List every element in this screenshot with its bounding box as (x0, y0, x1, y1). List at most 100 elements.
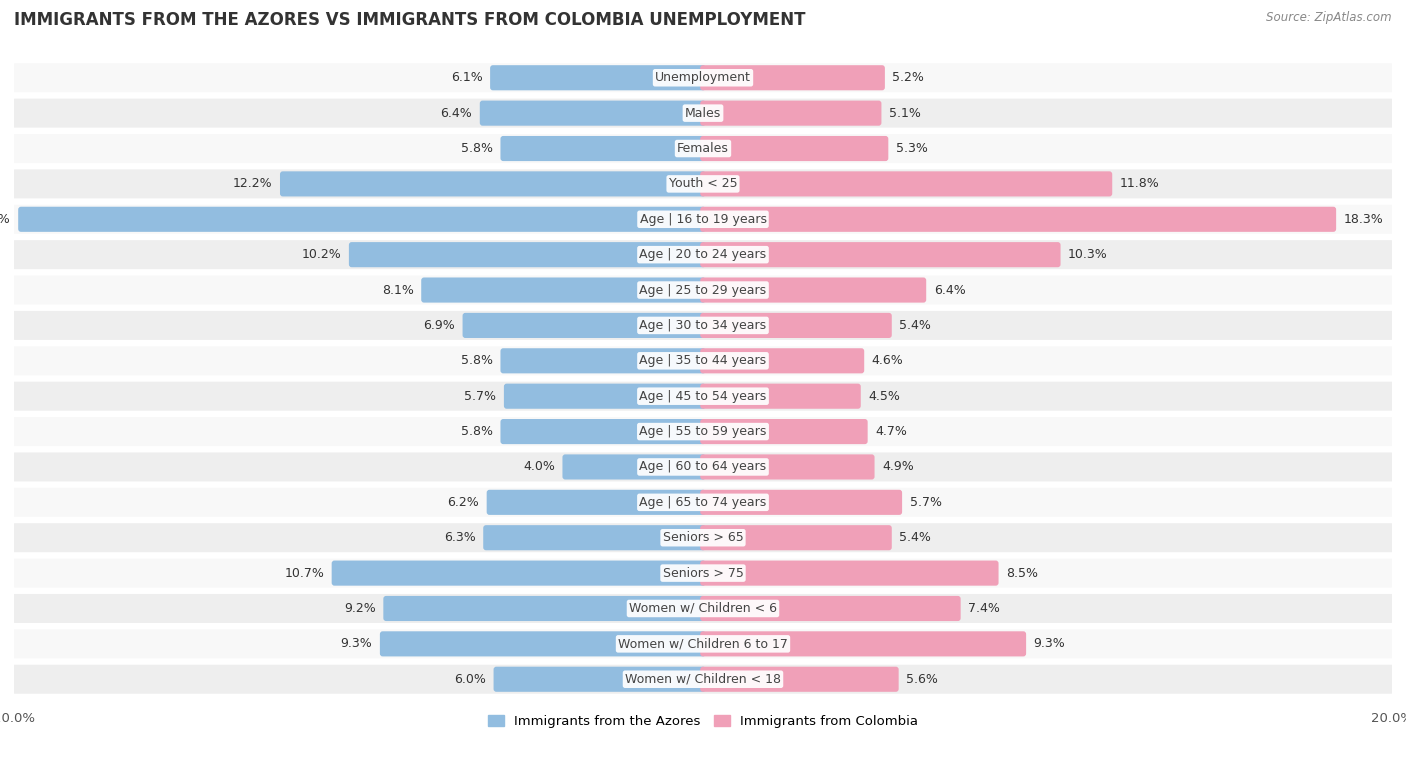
FancyBboxPatch shape (700, 384, 860, 409)
Text: 4.9%: 4.9% (882, 460, 914, 473)
Text: Seniors > 65: Seniors > 65 (662, 531, 744, 544)
Text: 6.9%: 6.9% (423, 319, 456, 332)
FancyBboxPatch shape (700, 313, 891, 338)
FancyBboxPatch shape (14, 134, 1392, 163)
Text: Age | 55 to 59 years: Age | 55 to 59 years (640, 425, 766, 438)
FancyBboxPatch shape (486, 490, 706, 515)
FancyBboxPatch shape (14, 488, 1392, 517)
FancyBboxPatch shape (700, 348, 865, 373)
Text: 10.2%: 10.2% (301, 248, 342, 261)
FancyBboxPatch shape (14, 64, 1392, 92)
Text: 8.5%: 8.5% (1007, 566, 1038, 580)
Text: Seniors > 75: Seniors > 75 (662, 566, 744, 580)
Text: Women w/ Children < 6: Women w/ Children < 6 (628, 602, 778, 615)
FancyBboxPatch shape (384, 596, 706, 621)
FancyBboxPatch shape (501, 136, 706, 161)
Text: Women w/ Children < 18: Women w/ Children < 18 (626, 673, 780, 686)
Text: Age | 30 to 34 years: Age | 30 to 34 years (640, 319, 766, 332)
FancyBboxPatch shape (700, 560, 998, 586)
FancyBboxPatch shape (14, 346, 1392, 375)
Text: 4.6%: 4.6% (872, 354, 904, 367)
Text: Youth < 25: Youth < 25 (669, 177, 737, 191)
FancyBboxPatch shape (14, 629, 1392, 659)
Text: 6.0%: 6.0% (454, 673, 486, 686)
FancyBboxPatch shape (700, 596, 960, 621)
Text: 5.7%: 5.7% (464, 390, 496, 403)
Text: Age | 35 to 44 years: Age | 35 to 44 years (640, 354, 766, 367)
FancyBboxPatch shape (349, 242, 706, 267)
Text: 5.8%: 5.8% (461, 425, 494, 438)
Text: 6.4%: 6.4% (440, 107, 472, 120)
FancyBboxPatch shape (14, 665, 1392, 693)
Legend: Immigrants from the Azores, Immigrants from Colombia: Immigrants from the Azores, Immigrants f… (482, 709, 924, 734)
FancyBboxPatch shape (332, 560, 706, 586)
Text: 8.1%: 8.1% (382, 284, 413, 297)
FancyBboxPatch shape (491, 65, 706, 90)
FancyBboxPatch shape (503, 384, 706, 409)
Text: 11.8%: 11.8% (1119, 177, 1160, 191)
FancyBboxPatch shape (501, 348, 706, 373)
FancyBboxPatch shape (700, 65, 884, 90)
Text: 12.2%: 12.2% (233, 177, 273, 191)
Text: 5.4%: 5.4% (900, 531, 931, 544)
FancyBboxPatch shape (494, 667, 706, 692)
FancyBboxPatch shape (700, 490, 903, 515)
Text: Age | 60 to 64 years: Age | 60 to 64 years (640, 460, 766, 473)
FancyBboxPatch shape (18, 207, 706, 232)
Text: 6.3%: 6.3% (444, 531, 475, 544)
FancyBboxPatch shape (700, 667, 898, 692)
FancyBboxPatch shape (14, 523, 1392, 552)
Text: 5.2%: 5.2% (893, 71, 924, 84)
FancyBboxPatch shape (700, 454, 875, 479)
Text: 4.0%: 4.0% (523, 460, 555, 473)
FancyBboxPatch shape (14, 240, 1392, 269)
FancyBboxPatch shape (14, 559, 1392, 587)
FancyBboxPatch shape (380, 631, 706, 656)
Text: 9.2%: 9.2% (344, 602, 375, 615)
Text: IMMIGRANTS FROM THE AZORES VS IMMIGRANTS FROM COLOMBIA UNEMPLOYMENT: IMMIGRANTS FROM THE AZORES VS IMMIGRANTS… (14, 11, 806, 30)
Text: Age | 65 to 74 years: Age | 65 to 74 years (640, 496, 766, 509)
Text: 4.5%: 4.5% (869, 390, 900, 403)
FancyBboxPatch shape (14, 205, 1392, 234)
FancyBboxPatch shape (14, 594, 1392, 623)
Text: 6.1%: 6.1% (451, 71, 482, 84)
Text: 9.3%: 9.3% (1033, 637, 1066, 650)
FancyBboxPatch shape (700, 419, 868, 444)
FancyBboxPatch shape (422, 278, 706, 303)
Text: Age | 45 to 54 years: Age | 45 to 54 years (640, 390, 766, 403)
FancyBboxPatch shape (14, 98, 1392, 128)
FancyBboxPatch shape (14, 382, 1392, 411)
FancyBboxPatch shape (14, 311, 1392, 340)
Text: Males: Males (685, 107, 721, 120)
Text: Females: Females (678, 142, 728, 155)
FancyBboxPatch shape (700, 631, 1026, 656)
Text: 6.2%: 6.2% (447, 496, 479, 509)
FancyBboxPatch shape (14, 417, 1392, 446)
FancyBboxPatch shape (700, 242, 1060, 267)
Text: 19.8%: 19.8% (0, 213, 11, 226)
Text: 5.1%: 5.1% (889, 107, 921, 120)
Text: 10.7%: 10.7% (284, 566, 323, 580)
Text: 9.3%: 9.3% (340, 637, 373, 650)
Text: 5.4%: 5.4% (900, 319, 931, 332)
Text: 5.6%: 5.6% (907, 673, 938, 686)
Text: Age | 25 to 29 years: Age | 25 to 29 years (640, 284, 766, 297)
FancyBboxPatch shape (280, 171, 706, 197)
Text: 10.3%: 10.3% (1069, 248, 1108, 261)
FancyBboxPatch shape (700, 525, 891, 550)
Text: Women w/ Children 6 to 17: Women w/ Children 6 to 17 (619, 637, 787, 650)
Text: 7.4%: 7.4% (969, 602, 1000, 615)
Text: Age | 20 to 24 years: Age | 20 to 24 years (640, 248, 766, 261)
Text: Source: ZipAtlas.com: Source: ZipAtlas.com (1267, 11, 1392, 24)
FancyBboxPatch shape (700, 136, 889, 161)
FancyBboxPatch shape (700, 207, 1336, 232)
FancyBboxPatch shape (14, 453, 1392, 481)
Text: 5.7%: 5.7% (910, 496, 942, 509)
Text: 6.4%: 6.4% (934, 284, 966, 297)
FancyBboxPatch shape (562, 454, 706, 479)
FancyBboxPatch shape (700, 171, 1112, 197)
Text: Age | 16 to 19 years: Age | 16 to 19 years (640, 213, 766, 226)
FancyBboxPatch shape (700, 101, 882, 126)
Text: 5.8%: 5.8% (461, 142, 494, 155)
FancyBboxPatch shape (479, 101, 706, 126)
